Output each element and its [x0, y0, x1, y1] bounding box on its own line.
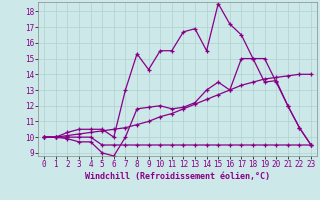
X-axis label: Windchill (Refroidissement éolien,°C): Windchill (Refroidissement éolien,°C) — [85, 172, 270, 181]
